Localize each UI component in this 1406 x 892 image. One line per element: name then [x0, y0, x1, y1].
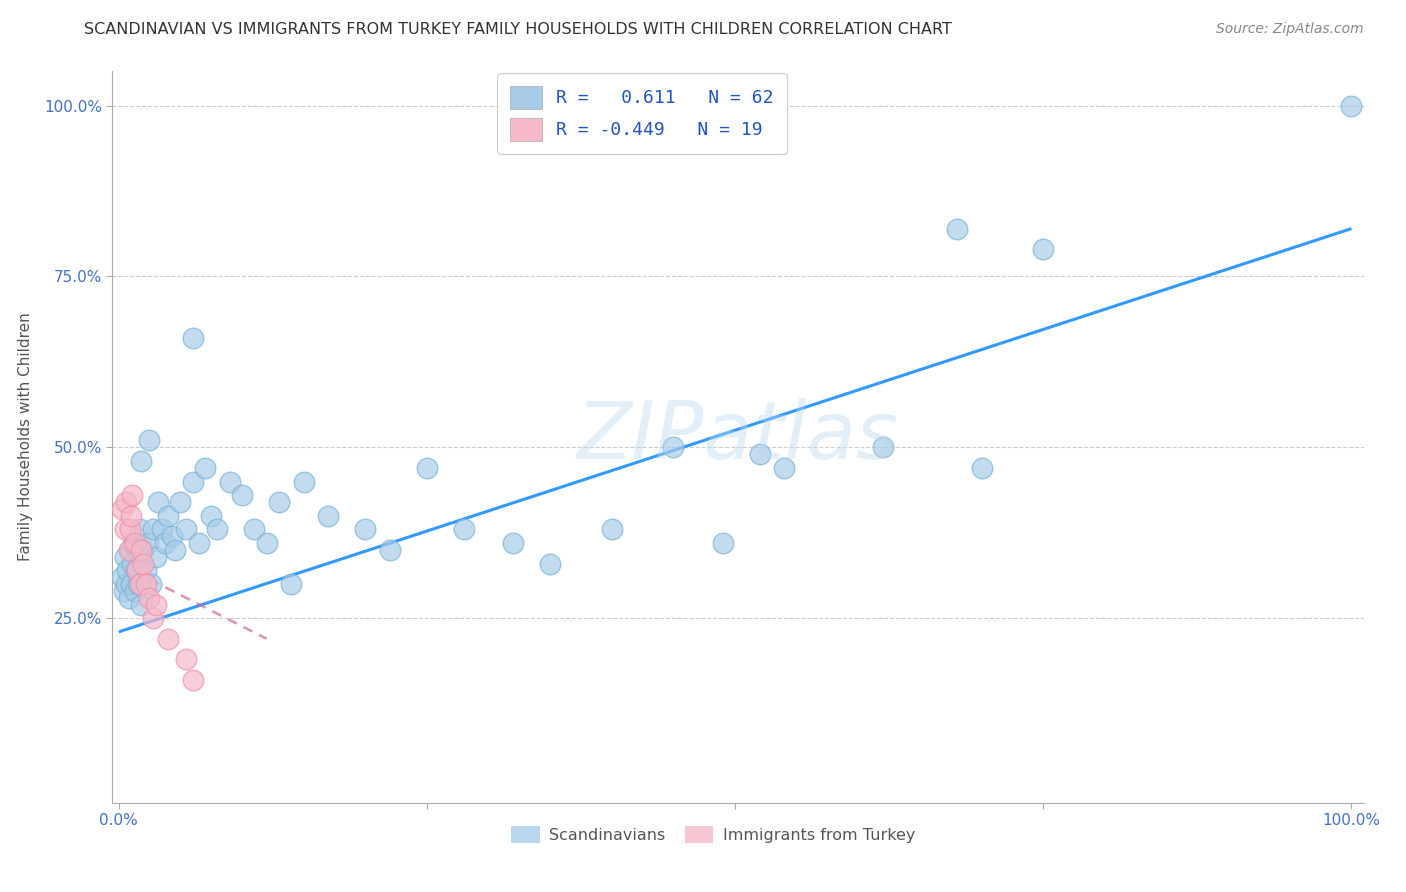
Text: Source: ZipAtlas.com: Source: ZipAtlas.com: [1216, 22, 1364, 37]
Point: [117, 563, 139, 577]
Point: [267, 495, 290, 509]
Point: [946, 221, 969, 235]
Point: [117, 591, 139, 605]
Point: [122, 536, 145, 550]
Point: [132, 542, 155, 557]
Point: [142, 611, 165, 625]
Point: [748, 447, 770, 461]
Point: [145, 598, 167, 612]
Point: [129, 598, 152, 612]
Point: [160, 529, 183, 543]
Y-axis label: Family Households with Children: Family Households with Children: [18, 313, 32, 561]
Point: [165, 542, 187, 557]
Point: [207, 522, 229, 536]
Point: [132, 557, 155, 571]
Point: [538, 557, 561, 571]
Point: [111, 501, 134, 516]
Point: [129, 454, 152, 468]
Point: [112, 583, 135, 598]
Text: SCANDINAVIAN VS IMMIGRANTS FROM TURKEY FAMILY HOUSEHOLDS WITH CHILDREN CORRELATI: SCANDINAVIAN VS IMMIGRANTS FROM TURKEY F…: [84, 22, 952, 37]
Text: ZIPatlas: ZIPatlas: [576, 398, 900, 476]
Point: [243, 522, 266, 536]
Point: [129, 542, 152, 557]
Point: [502, 536, 524, 550]
Point: [187, 536, 209, 550]
Point: [111, 570, 134, 584]
Point: [169, 495, 191, 509]
Point: [218, 475, 240, 489]
Point: [124, 536, 146, 550]
Point: [662, 440, 685, 454]
Point: [118, 542, 141, 557]
Point: [135, 577, 157, 591]
Point: [773, 460, 796, 475]
Point: [872, 440, 894, 454]
Point: [181, 331, 204, 345]
Point: [156, 632, 179, 646]
Point: [1340, 98, 1362, 112]
Point: [711, 536, 734, 550]
Point: [316, 508, 339, 523]
Point: [127, 577, 149, 591]
Point: [114, 522, 136, 536]
Point: [142, 522, 165, 536]
Point: [453, 522, 475, 536]
Point: [115, 577, 138, 591]
Point: [121, 488, 143, 502]
Point: [200, 508, 222, 523]
Point: [146, 495, 169, 509]
Point: [176, 522, 198, 536]
Point: [115, 495, 138, 509]
Point: [114, 549, 136, 564]
Point: [176, 652, 198, 666]
Point: [117, 542, 139, 557]
Point: [256, 536, 278, 550]
Point: [150, 522, 173, 536]
Point: [194, 460, 217, 475]
Point: [120, 577, 142, 591]
Point: [128, 577, 150, 591]
Point: [138, 591, 160, 605]
Point: [139, 577, 162, 591]
Point: [280, 577, 302, 591]
Point: [128, 522, 150, 536]
Point: [121, 557, 143, 571]
Point: [138, 434, 160, 448]
Point: [156, 508, 179, 523]
Point: [145, 549, 167, 564]
Point: [600, 522, 623, 536]
Point: [1032, 242, 1054, 256]
Point: [292, 475, 315, 489]
Point: [181, 673, 204, 687]
Point: [416, 460, 439, 475]
Legend: Scandinavians, Immigrants from Turkey: Scandinavians, Immigrants from Turkey: [505, 820, 922, 850]
Point: [231, 488, 253, 502]
Point: [135, 563, 157, 577]
Point: [354, 522, 377, 536]
Point: [155, 536, 177, 550]
Point: [970, 460, 993, 475]
Point: [181, 475, 204, 489]
Point: [127, 563, 149, 577]
Point: [127, 542, 149, 557]
Point: [124, 583, 146, 598]
Point: [136, 536, 159, 550]
Point: [125, 563, 148, 577]
Point: [120, 508, 142, 523]
Point: [378, 542, 401, 557]
Point: [118, 522, 141, 536]
